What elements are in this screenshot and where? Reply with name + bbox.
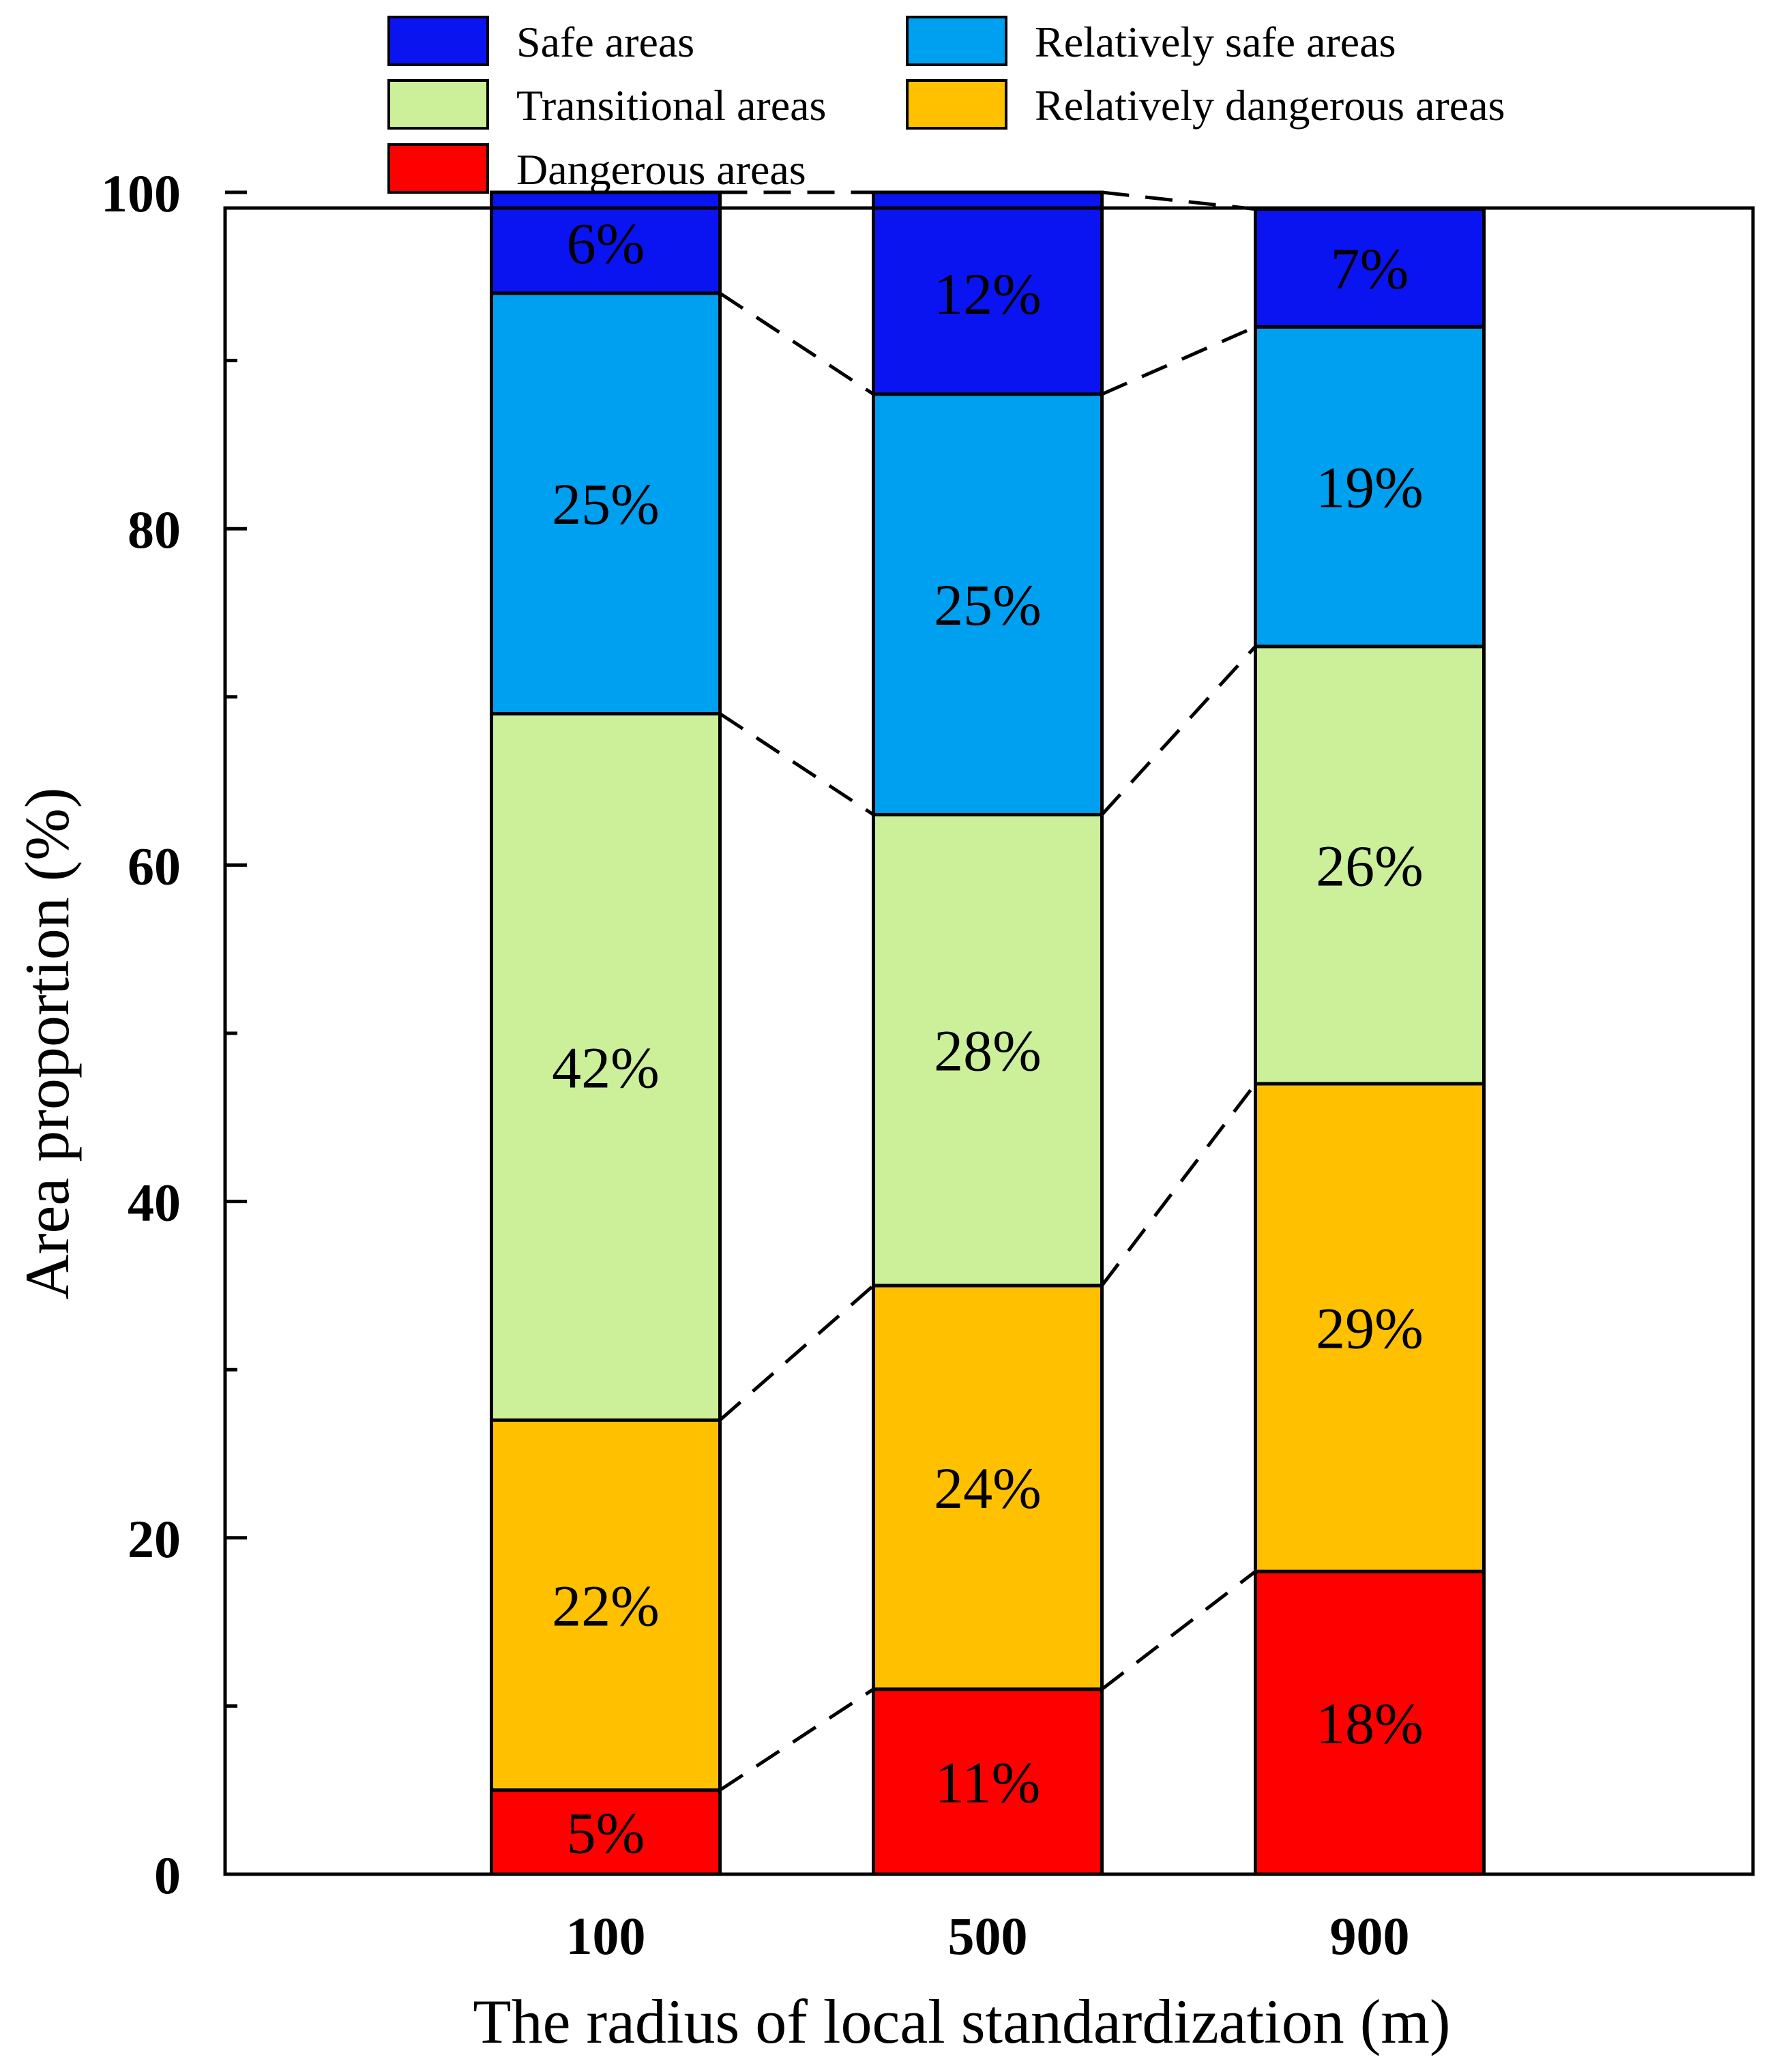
connector-line: [719, 291, 874, 396]
legend-item: Safe areas: [387, 16, 694, 66]
legend-swatch: [906, 79, 1007, 130]
bar-segment-dangerous-areas-900: [1254, 1569, 1486, 1876]
bar-segment-relatively-dangerous-areas-500: [872, 1284, 1104, 1691]
x-axis: 100 500 900: [566, 1906, 1410, 1966]
legend-swatch: [387, 79, 489, 130]
legend-swatch: [387, 143, 489, 194]
legend-label: Relatively safe areas: [1035, 18, 1396, 66]
legend-item: Dangerous areas: [387, 143, 806, 194]
legend-label: Dangerous areas: [516, 145, 806, 194]
bar-segment-dangerous-areas-100: [490, 1788, 722, 1876]
legend: Safe areas Relatively safe areas Transitio…: [387, 16, 1505, 194]
bar-segment-transitional-areas-500: [872, 812, 1104, 1288]
plot-frame: [223, 206, 1755, 1876]
legend-item: Transitional areas: [387, 79, 826, 130]
segment-label: 11%: [935, 1749, 1040, 1815]
connector-lines: [718, 190, 1257, 1792]
bar-segment-relatively-dangerous-areas-100: [490, 1418, 722, 1792]
connector-line: [718, 1284, 875, 1422]
connector-line: [1100, 1570, 1257, 1691]
bar-segment-transitional-areas-900: [1254, 645, 1486, 1086]
segment-label: 42%: [552, 1035, 660, 1100]
segment-labels-group: 5% 11% 18% 22% 24% 29% 42% 28% 26% 25% 25% 19% 6% 12%…: [552, 211, 1424, 1865]
bar-segment-safe-areas-500: [872, 190, 1104, 396]
connector-line: [1101, 325, 1256, 396]
bar-segment-relatively-safe-areas-900: [1254, 325, 1486, 649]
segment-label: 7%: [1331, 236, 1409, 301]
segment-label: 25%: [934, 572, 1042, 638]
legend-item: Relatively safe areas: [906, 16, 1396, 66]
segment-label: 6%: [567, 211, 645, 276]
y-tick-label: 100: [101, 164, 181, 223]
x-axis-title: The radius of local standardization (m): [473, 1987, 1450, 2056]
y-tick-label: 0: [154, 1846, 181, 1905]
y-tick-label: 80: [128, 500, 181, 559]
segment-label: 26%: [1316, 833, 1424, 898]
legend-label: Relatively dangerous areas: [1035, 81, 1505, 130]
segment-label: 12%: [934, 261, 1042, 327]
y-tick-label: 60: [128, 836, 181, 896]
segment-label: 5%: [567, 1800, 645, 1865]
x-tick-label: 100: [566, 1906, 646, 1966]
bar-segment-relatively-dangerous-areas-900: [1254, 1082, 1486, 1573]
segment-label: 19%: [1316, 455, 1424, 520]
connector-line: [1102, 190, 1256, 211]
connector-line: [1100, 1082, 1257, 1287]
bar-segment-transitional-areas-100: [490, 711, 722, 1422]
bars-group: [490, 190, 1486, 1876]
segment-label: 24%: [934, 1455, 1042, 1521]
x-tick-label: 900: [1330, 1906, 1410, 1966]
legend-swatch: [387, 16, 489, 66]
legend-label: Safe areas: [516, 18, 694, 66]
segment-label: 25%: [552, 471, 660, 537]
x-tick-label: 500: [948, 1906, 1028, 1966]
connector-line: [719, 1687, 874, 1792]
legend-label: Transitional areas: [516, 81, 826, 130]
segment-label: 29%: [1316, 1296, 1424, 1361]
segment-label: 28%: [934, 1018, 1042, 1084]
legend-item: Relatively dangerous areas: [906, 79, 1505, 130]
bar-segment-safe-areas-900: [1254, 207, 1486, 329]
bar-segment-relatively-safe-areas-100: [490, 291, 722, 715]
y-axis-title: Area proportion (%): [12, 787, 82, 1299]
segment-label: 22%: [552, 1573, 660, 1638]
y-axis: 0 20 40 60 80 100: [101, 164, 247, 1905]
segment-label: 18%: [1316, 1691, 1424, 1756]
connector-line: [1100, 645, 1257, 816]
legend-swatch: [906, 16, 1007, 66]
y-tick-label: 40: [128, 1173, 181, 1232]
y-tick-label: 20: [128, 1509, 181, 1569]
bar-segment-relatively-safe-areas-500: [872, 392, 1104, 816]
connector-line: [719, 712, 874, 816]
